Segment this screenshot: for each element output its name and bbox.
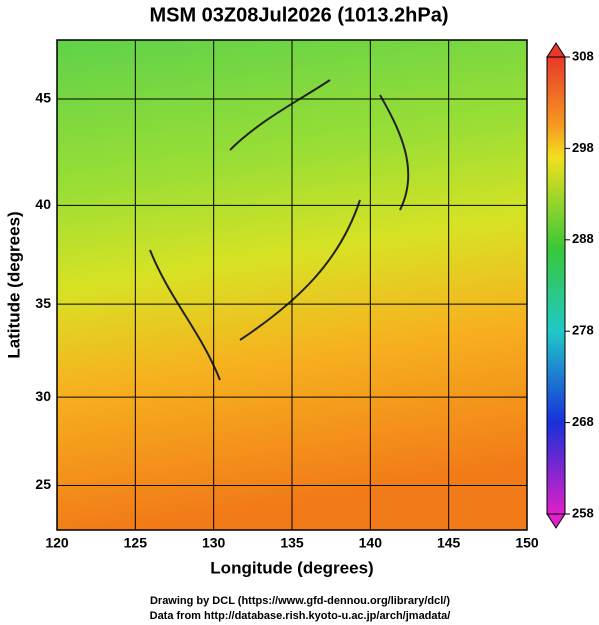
- colorbar-tick-label: 268: [572, 414, 594, 429]
- y-tick-label: 40: [35, 196, 51, 212]
- x-tick-label: 125: [124, 535, 148, 551]
- colorbar-bottom-arrow: [546, 513, 566, 529]
- colorbar-tick-label: 258: [572, 505, 594, 520]
- y-tick-label: 35: [35, 295, 51, 311]
- x-tick-label: 120: [45, 535, 69, 551]
- chart-title: MSM 03Z08Jul2026 (1013.2hPa): [149, 4, 448, 26]
- y-tick-label: 30: [35, 388, 51, 404]
- y-tick-label: 45: [35, 90, 51, 106]
- x-axis-label: Longitude (degrees): [210, 558, 373, 577]
- x-tick-label: 140: [359, 535, 383, 551]
- x-tick-label: 150: [515, 535, 539, 551]
- x-tick-label: 135: [280, 535, 304, 551]
- colorbar-tick-label: 278: [572, 323, 594, 338]
- x-tick-label: 130: [202, 535, 226, 551]
- credit: Drawing by DCL (https://www.gfd-dennou.o…: [150, 595, 450, 607]
- credit: Data from http://database.rish.kyoto-u.a…: [150, 610, 451, 622]
- x-tick-label: 145: [437, 535, 461, 551]
- colorbar-tick-label: 298: [572, 140, 594, 155]
- coastline: [149, 79, 410, 381]
- colorbar-tick-label: 288: [572, 231, 594, 246]
- colorbar: [546, 56, 566, 515]
- y-tick-label: 25: [35, 476, 51, 492]
- y-axis-label: Latitude (degrees): [4, 211, 23, 358]
- colorbar-top-arrow: [546, 42, 566, 58]
- colorbar-tick-label: 308: [572, 48, 594, 63]
